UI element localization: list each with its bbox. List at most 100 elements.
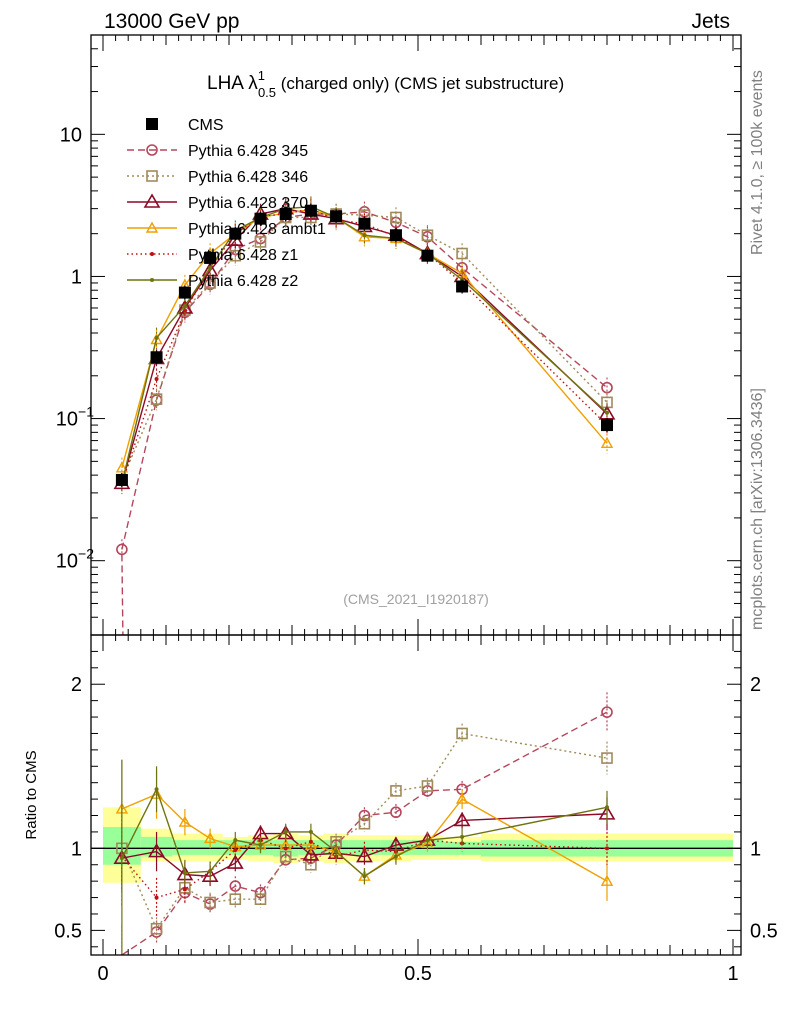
ratio-point: [600, 874, 614, 886]
point: [421, 229, 434, 242]
ratio-point: [302, 846, 320, 861]
ratio-point: [201, 867, 219, 883]
ratio-ylabel: Ratio to CMS: [23, 750, 40, 839]
cms-point: [115, 473, 128, 486]
ratio-point: [203, 832, 217, 844]
ratio-ytick-label-right: 1: [750, 838, 761, 860]
header-left: 13000 GeV pp: [104, 10, 239, 33]
cms-point: [456, 280, 469, 293]
ratio-line-pythia-6-428-z2: [121, 787, 608, 878]
cms-point: [229, 227, 242, 240]
analysis-watermark: (CMS_2021_I1920187): [343, 591, 489, 607]
legend-item-cms: CMS: [146, 117, 224, 134]
point: [154, 376, 159, 381]
cms-point: [279, 208, 292, 221]
legend-label: Pythia 6.428 346: [188, 169, 308, 186]
main-ytick-label: 10: [60, 124, 82, 146]
ratio-point: [334, 849, 339, 854]
series-cms: [115, 203, 613, 487]
point: [600, 436, 614, 448]
ratio-point: [226, 854, 244, 869]
ratio-series-pythia-6-428-345: [121, 692, 613, 956]
cms-point: [601, 419, 613, 432]
legend-marker: [145, 221, 159, 233]
ratio-point: [148, 843, 165, 858]
main-series-group: [113, 196, 616, 636]
point: [182, 309, 187, 314]
ratio-point: [308, 839, 313, 844]
ratio-point: [456, 727, 468, 740]
main-ytick-label: 10−2: [56, 546, 94, 573]
cms-point: [204, 251, 217, 264]
point: [456, 247, 468, 260]
point: [208, 265, 213, 270]
xtick-label: 0: [97, 963, 108, 985]
ratio-point: [233, 838, 238, 843]
legend-marker: [146, 170, 158, 182]
ratio-point: [358, 817, 371, 830]
legend-marker: [146, 118, 158, 130]
ratio-point: [119, 856, 124, 861]
ratio-point: [356, 847, 373, 863]
point: [229, 249, 242, 262]
main-ytick-label: 1: [71, 266, 82, 288]
ratio-point: [182, 887, 187, 892]
legend-item-pythia-6-428-z1: Pythia 6.428 z1: [127, 247, 298, 264]
ratio-point: [453, 811, 471, 827]
xtick-label: 0.5: [404, 963, 432, 985]
ratio-point: [258, 843, 263, 848]
cms-point: [304, 204, 317, 217]
ratio-ytick-label-right: 0.5: [750, 920, 778, 942]
ratio-point: [425, 838, 430, 843]
legend-item-pythia-6-428-370: Pythia 6.428 370: [127, 193, 308, 212]
ratio-point: [283, 846, 288, 851]
ratio-point: [178, 815, 192, 827]
point: [115, 461, 129, 473]
xtick-label: 1: [727, 963, 738, 985]
legend-item-pythia-6-428-z2: Pythia 6.428 z2: [127, 273, 298, 290]
line-pythia-6-428-345: [121, 211, 608, 550]
ratio-point: [421, 780, 434, 792]
title-sub: 0.5: [258, 85, 276, 100]
point: [605, 410, 609, 415]
legend-marker: [150, 252, 154, 256]
ratio-uncertainty-bands: [91, 807, 741, 883]
title-sup: 1: [258, 68, 265, 83]
legend-marker: [146, 144, 158, 156]
ratio-point: [154, 787, 159, 792]
ratio-point: [208, 869, 213, 874]
ratio-point: [150, 926, 163, 938]
mcplots-label: mcplots.cern.ch [arXiv:1306.3436]: [749, 388, 766, 630]
cms-point: [389, 229, 402, 242]
ratio-point: [283, 829, 288, 834]
axes: 10−2 10−1 1 10 0 0.5 1 0.5 0.5 1 1 2 2: [54, 34, 778, 985]
ratio-frame: [90, 634, 742, 956]
ratio-series-pythia-6-428-346: [116, 723, 613, 941]
header-right: Jets: [691, 10, 730, 33]
cms-point: [178, 286, 191, 299]
ratio-ytick-label: 2: [71, 674, 82, 696]
legend-marker: [150, 278, 154, 282]
ratio-point: [308, 829, 313, 834]
ratio-point: [390, 785, 402, 797]
point: [182, 303, 187, 308]
ratio-point: [182, 870, 187, 875]
ratio-point: [362, 874, 367, 879]
ratio-point: [601, 752, 613, 764]
legend-label: Pythia 6.428 345: [188, 143, 308, 160]
title-rest: (charged only) (CMS jet substructure): [276, 74, 564, 93]
ratio-series-group: [113, 692, 616, 956]
ratio-point: [154, 895, 159, 900]
legend: CMS Pythia 6.428 345 Pythia 6.428 346 Pythi…: [127, 117, 326, 290]
main-ytick-label: 10−1: [56, 404, 94, 431]
point: [358, 230, 371, 242]
ratio-point: [204, 896, 216, 909]
ratio-point: [393, 854, 398, 859]
cms-point: [330, 210, 343, 223]
ratio-point: [390, 806, 402, 819]
legend-label: Pythia 6.428 370: [188, 195, 308, 212]
point: [390, 211, 402, 224]
legend-label: Pythia 6.428 z2: [188, 273, 298, 290]
